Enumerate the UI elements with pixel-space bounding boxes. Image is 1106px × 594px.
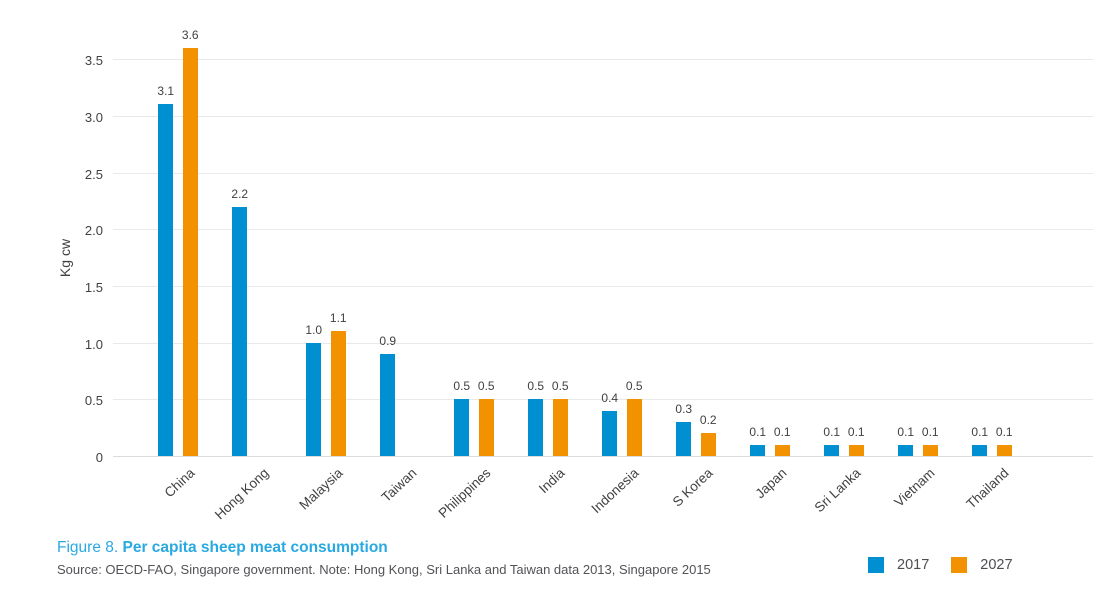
gridline	[113, 285, 1093, 287]
bar-value-label: 0.1	[897, 424, 915, 439]
bar-2027-malaysia	[330, 331, 346, 456]
gridline	[113, 399, 1093, 401]
bar-value-label: 0.1	[773, 424, 791, 439]
bar-2017-s-korea	[676, 421, 692, 456]
y-axis-title: Kg cw	[57, 238, 73, 278]
legend-swatch-2017	[868, 557, 884, 573]
source-note: Source: OECD-FAO, Singapore government. …	[57, 562, 711, 577]
figure-caption-prefix: Figure 8.	[57, 539, 119, 556]
bar-2017-malaysia	[306, 342, 322, 456]
bar-value-label: 0.5	[527, 379, 545, 394]
gridline	[113, 172, 1093, 174]
bar-2017-vietnam	[898, 444, 914, 456]
bar-value-label: 0.5	[625, 379, 643, 394]
bar-value-label: 0.1	[823, 424, 841, 439]
x-axis-line	[113, 456, 1093, 457]
bar-2017-thailand	[972, 444, 988, 456]
bar-value-label: 0.1	[971, 424, 989, 439]
gridline	[113, 229, 1093, 231]
legend-label: 2027	[980, 556, 1013, 573]
bar-2017-taiwan	[380, 353, 396, 456]
bar-value-label: 0.5	[477, 379, 495, 394]
bar-2017-philippines	[454, 399, 470, 456]
y-tick-label: 2.5	[84, 166, 103, 182]
bar-value-label: 1.0	[305, 322, 323, 337]
bar-value-label: 2.2	[231, 186, 249, 201]
bar-2017-indonesia	[602, 410, 618, 456]
y-tick-label: 0	[95, 450, 103, 465]
legend-label: 2017	[897, 556, 930, 573]
bar-value-label: 0.4	[601, 390, 619, 405]
bar-value-label: 0.9	[379, 333, 397, 348]
bar-2027-vietnam	[922, 444, 938, 456]
gridline	[113, 342, 1093, 344]
legend-item-2027: 2027	[951, 556, 1013, 573]
figure-caption-title: Per capita sheep meat consumption	[122, 539, 388, 556]
y-tick-label: 1.0	[84, 336, 103, 352]
bar-value-label: 0.5	[551, 379, 569, 394]
y-tick-label: 3.0	[84, 109, 103, 125]
legend-item-2017: 2017	[868, 557, 929, 573]
bar-2027-japan	[774, 444, 790, 456]
bar-2027-sri-lanka	[848, 444, 864, 456]
bar-2027-china	[182, 47, 198, 456]
bar-2017-sri-lanka	[824, 444, 840, 456]
bar-2027-thailand	[996, 444, 1012, 456]
bar-2017-japan	[750, 444, 766, 456]
bar-value-label: 0.1	[995, 424, 1013, 439]
legend: 2017 2027	[868, 557, 1013, 573]
bar-value-label: 0.1	[749, 424, 767, 439]
bar-value-label: 3.6	[181, 27, 199, 42]
bar-value-label: 0.2	[699, 413, 717, 428]
legend-swatch-2027	[951, 557, 968, 573]
bar-value-label: 0.1	[921, 424, 939, 439]
bar-2027-india	[552, 399, 568, 456]
y-tick-label: 1.5	[84, 279, 103, 295]
bar-2027-philippines	[478, 399, 494, 456]
bar-2027-indonesia	[626, 399, 642, 456]
y-tick-label: 0.5	[84, 393, 103, 409]
gridline	[113, 115, 1093, 117]
bar-value-label: 0.1	[847, 424, 865, 439]
bar-2027-s-korea	[700, 433, 716, 456]
y-tick-label: 2.0	[84, 223, 103, 239]
y-tick-label: 3.5	[84, 53, 103, 69]
bar-value-label: 1.1	[329, 311, 347, 326]
bar-2017-india	[528, 399, 544, 456]
bar-value-label: 0.3	[675, 401, 693, 416]
bar-value-label: 0.5	[453, 379, 471, 394]
gridline	[113, 59, 1093, 61]
bar-value-label: 3.1	[157, 84, 175, 99]
bar-2017-china	[158, 104, 174, 456]
bar-2017-hong-kong	[232, 206, 248, 456]
figure-caption: Figure 8. Per capita sheep meat consumpt…	[57, 539, 388, 556]
